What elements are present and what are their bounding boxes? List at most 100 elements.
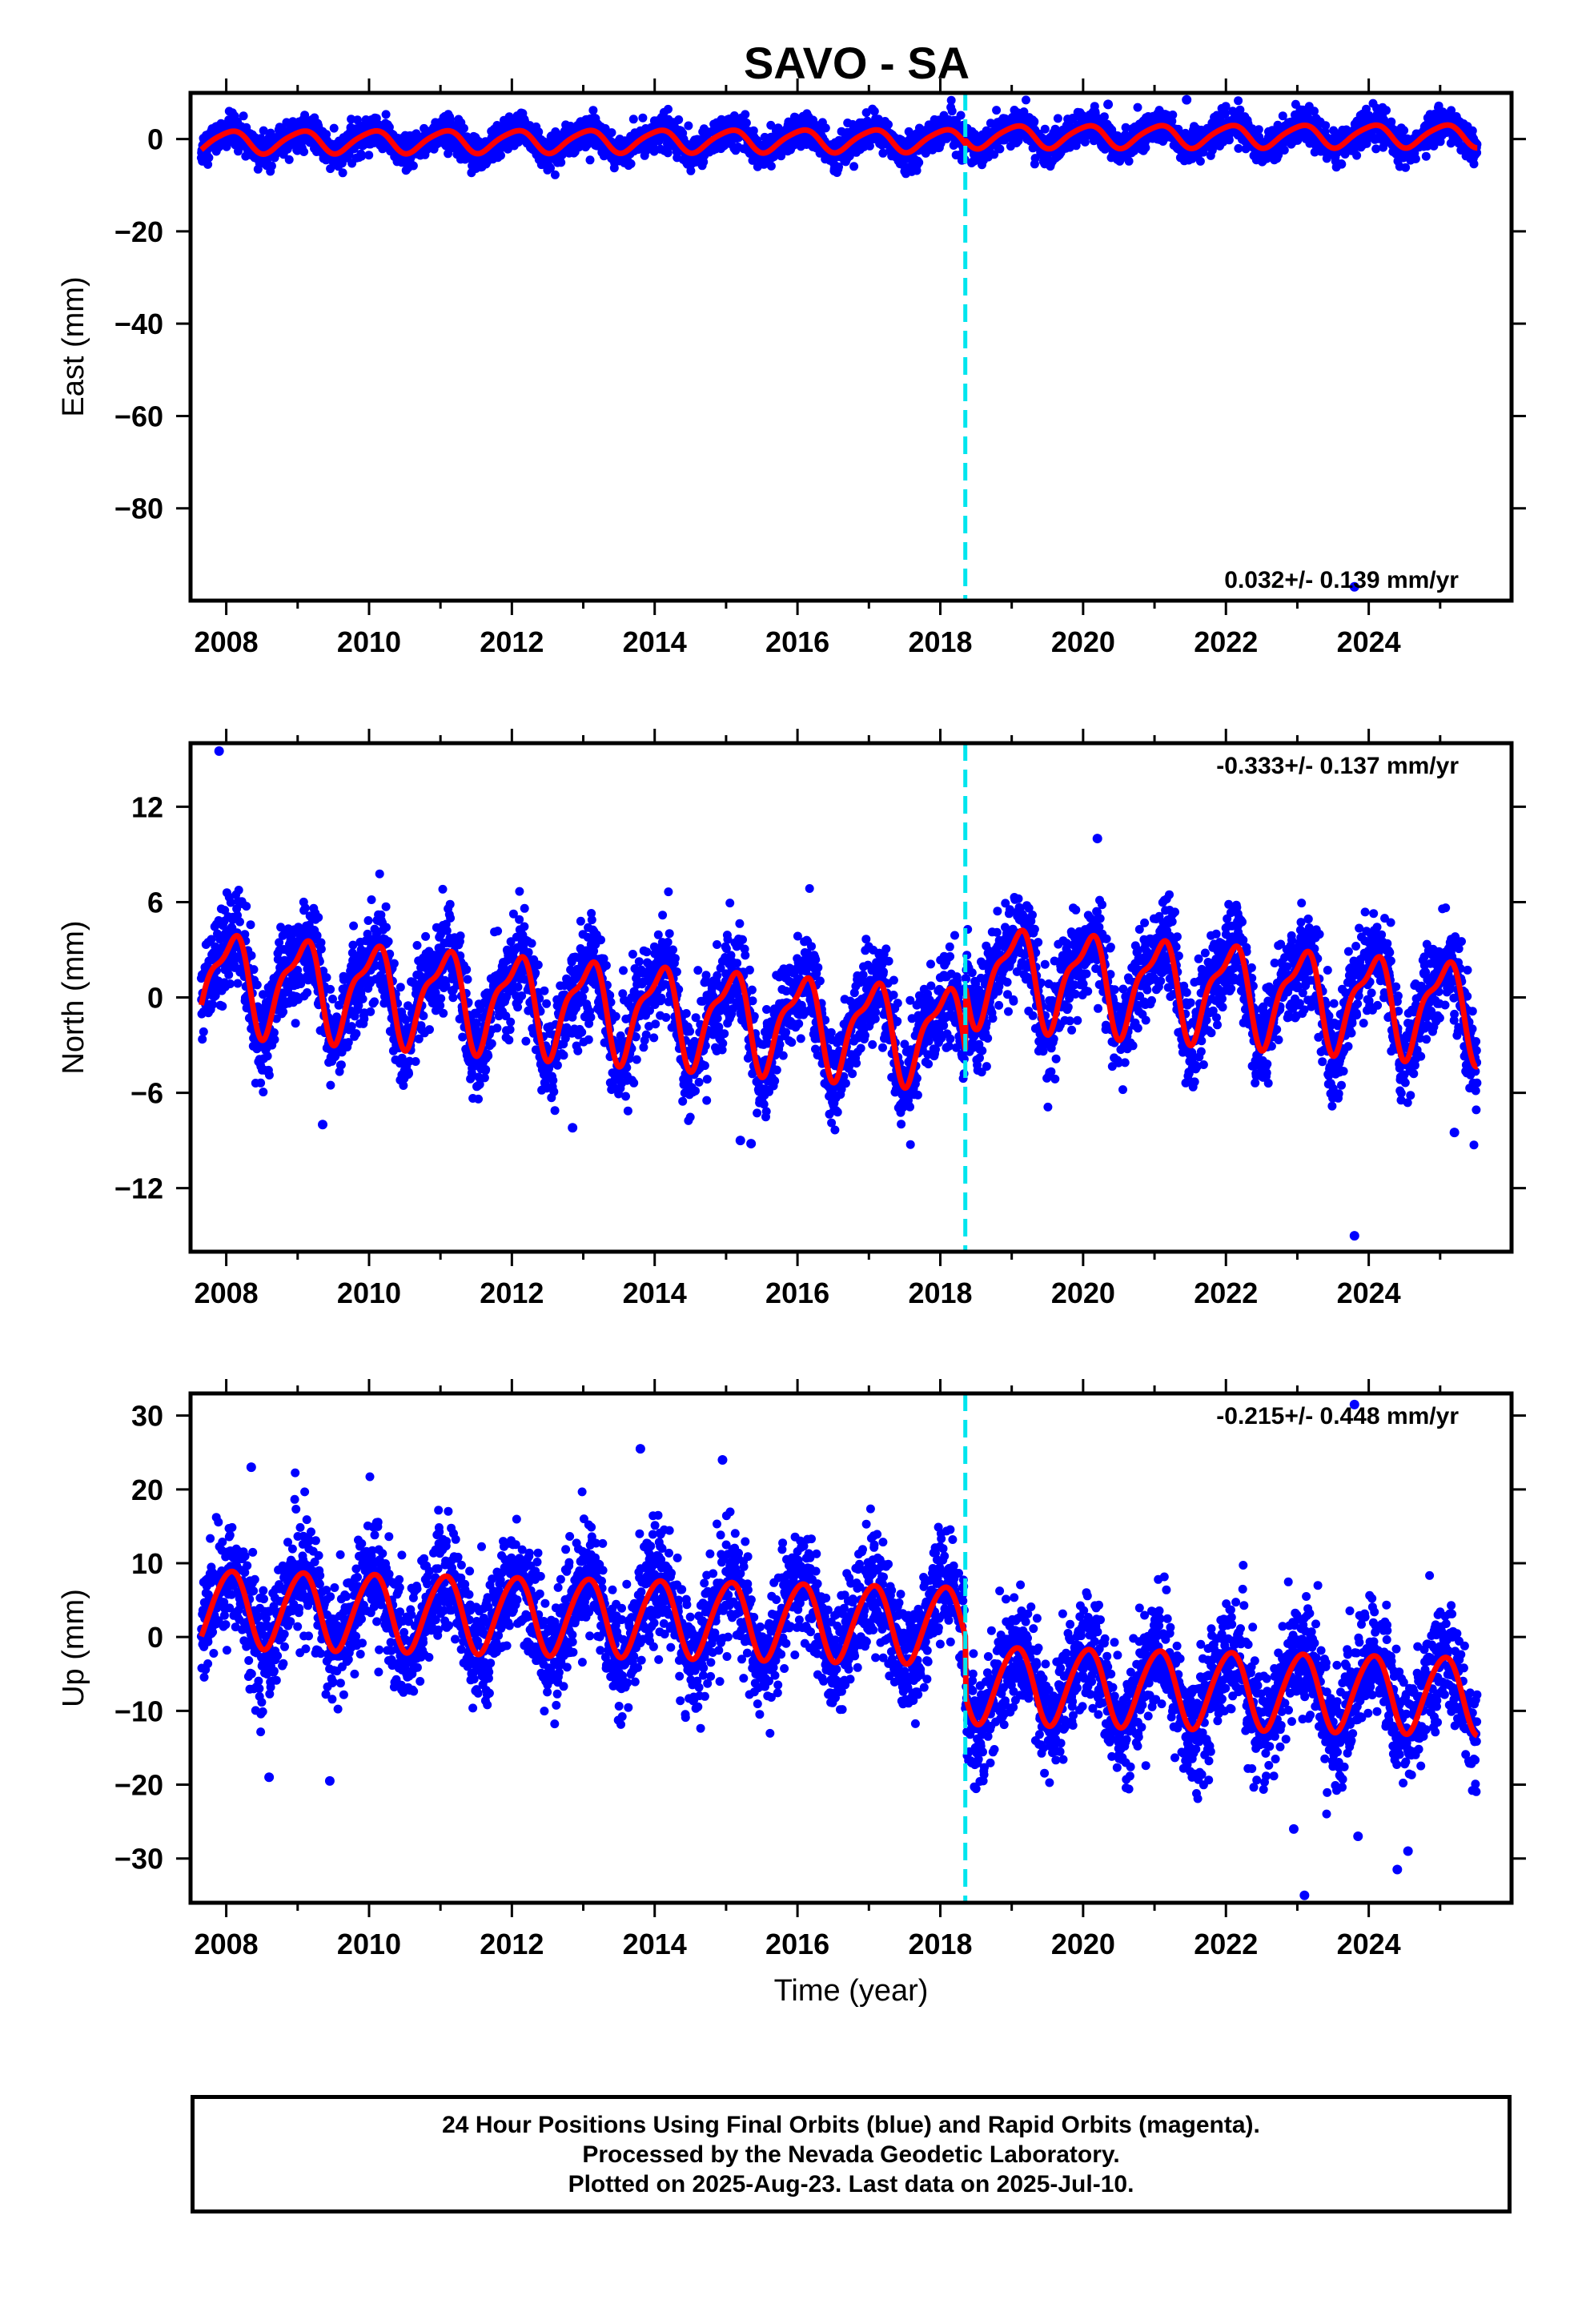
- x-tick-label: 2020: [1051, 625, 1115, 658]
- y-tick-label: −80: [114, 493, 163, 525]
- data-point: [496, 151, 505, 160]
- x-tick-label: 2024: [1337, 625, 1401, 658]
- data-point: [459, 123, 468, 133]
- chart-title: SAVO - SA: [744, 38, 970, 88]
- data-point: [686, 166, 696, 175]
- data-point: [821, 123, 830, 133]
- data-point: [270, 1035, 279, 1044]
- data-point: [995, 144, 1005, 154]
- plot-area: [196, 93, 1482, 601]
- data-point: [246, 920, 255, 930]
- data-point: [1168, 111, 1178, 119]
- x-tick-label: 2022: [1194, 625, 1258, 658]
- data-point: [1195, 156, 1205, 166]
- data-point: [208, 999, 218, 1009]
- data-point: [534, 127, 544, 137]
- data-point: [556, 158, 566, 167]
- y-tick-label: −60: [114, 400, 163, 432]
- data-point: [884, 120, 893, 129]
- data-point: [664, 104, 673, 114]
- data-point: [1399, 126, 1409, 135]
- panels-group: 2008 2010 2012 2014 2016 2018 2020 2022 20240−20…: [57, 78, 1526, 2008]
- data-point: [878, 148, 888, 158]
- data-point: [1468, 126, 1477, 135]
- data-point: [1234, 96, 1243, 106]
- data-point: [638, 113, 648, 123]
- data-point: [329, 123, 339, 133]
- data-point: [834, 162, 843, 171]
- x-tick-label: 2014: [623, 625, 687, 658]
- data-point: [381, 110, 391, 119]
- data-point: [628, 115, 638, 124]
- data-point: [337, 159, 347, 168]
- y-tick-label: −40: [114, 308, 163, 340]
- data-point: [947, 107, 957, 116]
- x-tick-label: 2012: [480, 625, 544, 658]
- data-point: [684, 121, 693, 131]
- data-point: [990, 150, 999, 159]
- data-point: [992, 106, 1002, 115]
- data-point: [956, 111, 966, 120]
- data-point: [224, 970, 234, 979]
- y-axis-label: East (mm): [57, 276, 90, 416]
- outlier-point: [1103, 99, 1114, 110]
- data-point: [674, 115, 684, 124]
- data-point: [259, 1088, 268, 1097]
- data-point: [357, 151, 366, 161]
- data-point: [204, 153, 214, 163]
- data-point: [235, 917, 244, 927]
- data-point: [585, 155, 595, 165]
- data-point: [364, 151, 374, 160]
- data-point: [766, 161, 776, 171]
- x-tick-label: 2018: [908, 625, 972, 658]
- data-point: [263, 1051, 272, 1061]
- data-point: [1022, 95, 1030, 105]
- data-point: [1019, 107, 1029, 117]
- data-point: [749, 126, 758, 135]
- data-point: [946, 95, 956, 105]
- data-point: [284, 155, 294, 164]
- data-point: [1069, 115, 1078, 124]
- data-point: [1224, 135, 1234, 145]
- data-point: [865, 141, 874, 151]
- data-point: [869, 107, 879, 116]
- y-tick-label: 0: [147, 123, 163, 156]
- data-point: [338, 168, 347, 178]
- data-point: [1401, 163, 1411, 172]
- data-point: [264, 1071, 274, 1080]
- data-point: [1124, 156, 1134, 166]
- data-point: [849, 162, 859, 171]
- data-point: [1469, 159, 1479, 169]
- final-orbit-points: [196, 94, 1482, 592]
- data-point: [203, 159, 213, 169]
- data-point: [588, 106, 598, 115]
- data-point: [914, 158, 924, 167]
- data-point: [607, 128, 616, 138]
- data-point: [199, 1027, 208, 1036]
- data-point: [239, 111, 248, 121]
- rate-annotation: 0.032+/- 0.139 mm/yr: [1224, 567, 1459, 593]
- data-point: [1030, 117, 1039, 127]
- panel-north: 2008 2010 2012 2014 2016 2018 2020 2022 20241260…: [57, 729, 1526, 1309]
- panel-east: 2008 2010 2012 2014 2016 2018 2020 2022 20240−20…: [57, 78, 1526, 658]
- data-point: [1421, 151, 1431, 161]
- data-point: [1279, 146, 1289, 155]
- data-point: [766, 120, 776, 130]
- x-tick-label: 2008: [195, 625, 259, 658]
- data-point: [1133, 103, 1142, 112]
- data-point: [663, 148, 673, 158]
- data-point: [1053, 114, 1062, 123]
- data-point: [252, 980, 262, 990]
- data-point: [741, 119, 751, 127]
- data-point: [198, 1035, 207, 1044]
- data-point: [1411, 154, 1420, 163]
- data-point: [249, 965, 259, 975]
- data-point: [256, 1078, 266, 1088]
- data-point: [550, 170, 560, 179]
- data-point: [408, 161, 418, 171]
- data-point: [1099, 112, 1109, 122]
- data-point: [1141, 143, 1150, 152]
- y-tick-label: −20: [114, 215, 163, 248]
- outlier-point: [1182, 94, 1192, 105]
